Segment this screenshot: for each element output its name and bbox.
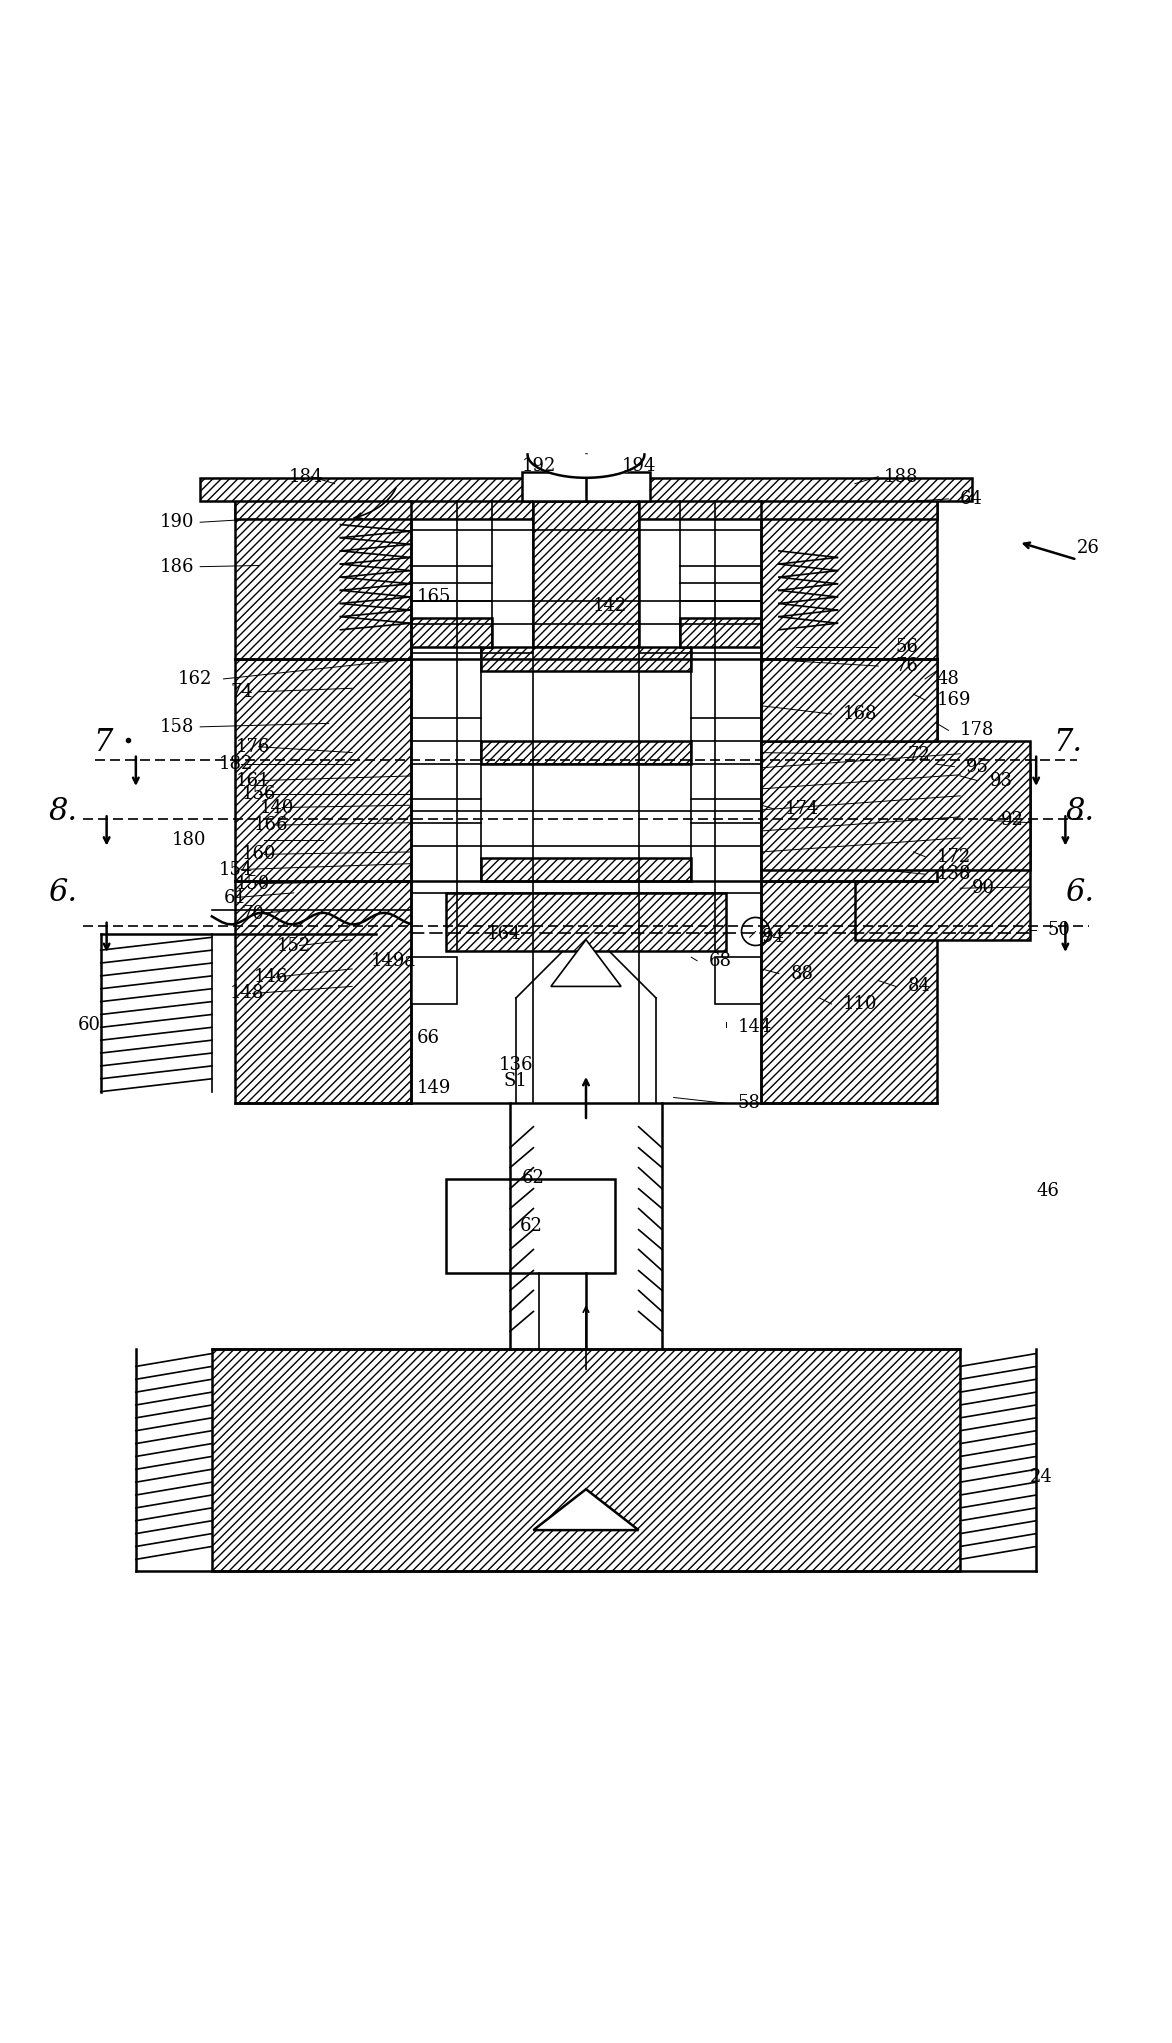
Polygon shape bbox=[762, 660, 936, 742]
Polygon shape bbox=[680, 619, 762, 648]
Text: 164: 164 bbox=[488, 925, 522, 942]
Text: 166: 166 bbox=[253, 815, 288, 834]
Text: 76: 76 bbox=[895, 658, 919, 674]
Text: 95: 95 bbox=[966, 758, 989, 776]
Text: 165: 165 bbox=[417, 588, 451, 607]
Text: 169: 169 bbox=[936, 691, 972, 709]
Polygon shape bbox=[762, 484, 936, 660]
Text: 6.: 6. bbox=[48, 876, 77, 909]
Text: 8.: 8. bbox=[48, 795, 77, 827]
Text: S1: S1 bbox=[504, 1073, 527, 1091]
Text: 142: 142 bbox=[592, 597, 627, 615]
Text: 178: 178 bbox=[960, 721, 995, 740]
Text: 68: 68 bbox=[709, 952, 731, 970]
Text: 94: 94 bbox=[762, 928, 784, 946]
Text: 136: 136 bbox=[498, 1056, 533, 1075]
Text: 72: 72 bbox=[907, 746, 931, 764]
Text: 152: 152 bbox=[277, 936, 312, 954]
Polygon shape bbox=[762, 881, 936, 1103]
Polygon shape bbox=[200, 478, 972, 501]
Text: 161: 161 bbox=[236, 772, 271, 791]
Polygon shape bbox=[762, 660, 936, 881]
Text: 92: 92 bbox=[1001, 811, 1024, 829]
Text: 149: 149 bbox=[417, 1079, 451, 1097]
Text: 146: 146 bbox=[253, 968, 288, 987]
Polygon shape bbox=[212, 1348, 960, 1571]
Polygon shape bbox=[551, 940, 621, 987]
Text: 8.: 8. bbox=[1065, 795, 1095, 827]
Polygon shape bbox=[236, 660, 410, 881]
Text: 7: 7 bbox=[93, 727, 113, 758]
Text: 62: 62 bbox=[522, 1169, 545, 1187]
Text: 160: 160 bbox=[241, 846, 277, 864]
Text: 188: 188 bbox=[884, 468, 919, 486]
Text: 24: 24 bbox=[1030, 1469, 1054, 1487]
Text: 149a: 149a bbox=[370, 952, 416, 970]
Text: 58: 58 bbox=[738, 1095, 761, 1111]
Text: 194: 194 bbox=[621, 458, 656, 476]
Polygon shape bbox=[236, 881, 410, 1103]
Polygon shape bbox=[481, 648, 691, 670]
Polygon shape bbox=[236, 484, 936, 519]
Text: 156: 156 bbox=[241, 785, 277, 803]
Text: 192: 192 bbox=[522, 458, 557, 476]
Text: 138: 138 bbox=[936, 864, 972, 883]
Text: 180: 180 bbox=[171, 832, 206, 850]
Text: 162: 162 bbox=[177, 670, 212, 688]
Polygon shape bbox=[481, 858, 691, 881]
Text: 172: 172 bbox=[936, 848, 972, 866]
Text: 84: 84 bbox=[907, 977, 931, 995]
Bar bbox=[410, 958, 457, 1003]
Text: 64: 64 bbox=[960, 490, 983, 509]
Text: 148: 148 bbox=[230, 985, 265, 1003]
Text: 48: 48 bbox=[936, 670, 960, 688]
Text: 62: 62 bbox=[519, 1218, 543, 1236]
Text: 61: 61 bbox=[224, 889, 247, 907]
Text: 140: 140 bbox=[259, 799, 294, 817]
Text: 46: 46 bbox=[1036, 1183, 1059, 1199]
Text: 26: 26 bbox=[1077, 539, 1101, 558]
Text: 74: 74 bbox=[230, 682, 253, 701]
Bar bbox=[715, 958, 762, 1003]
Text: 7.: 7. bbox=[1054, 727, 1083, 758]
Text: 60: 60 bbox=[77, 1015, 101, 1034]
Text: 150: 150 bbox=[236, 874, 271, 893]
Text: 190: 190 bbox=[159, 513, 195, 531]
Text: 144: 144 bbox=[738, 1017, 772, 1036]
Text: 182: 182 bbox=[218, 756, 253, 772]
Polygon shape bbox=[533, 501, 639, 648]
Text: 158: 158 bbox=[159, 717, 195, 735]
Polygon shape bbox=[410, 619, 492, 648]
Text: 154: 154 bbox=[218, 860, 253, 878]
Bar bbox=[522, 472, 650, 501]
Text: 90: 90 bbox=[972, 878, 995, 897]
Polygon shape bbox=[445, 893, 727, 952]
Text: 110: 110 bbox=[843, 995, 878, 1013]
Text: 176: 176 bbox=[236, 738, 271, 756]
Text: 70: 70 bbox=[241, 905, 265, 923]
Text: 50: 50 bbox=[1048, 921, 1071, 940]
Text: 88: 88 bbox=[791, 964, 813, 983]
Text: 56: 56 bbox=[895, 637, 919, 656]
Polygon shape bbox=[533, 1489, 639, 1530]
Text: 93: 93 bbox=[989, 772, 1013, 791]
Polygon shape bbox=[762, 742, 1030, 870]
Text: 168: 168 bbox=[843, 705, 878, 723]
Polygon shape bbox=[854, 764, 1030, 940]
Text: 186: 186 bbox=[159, 558, 195, 576]
Text: 66: 66 bbox=[417, 1030, 440, 1046]
Bar bbox=[445, 1179, 615, 1273]
Polygon shape bbox=[481, 742, 691, 764]
Polygon shape bbox=[236, 484, 410, 660]
Text: 6.: 6. bbox=[1065, 876, 1095, 909]
Text: 184: 184 bbox=[288, 468, 323, 486]
Text: 174: 174 bbox=[785, 799, 819, 817]
